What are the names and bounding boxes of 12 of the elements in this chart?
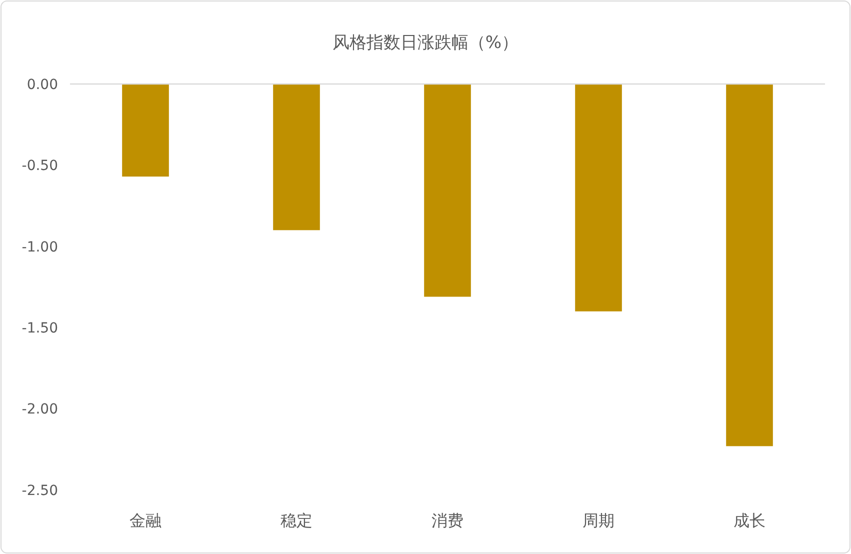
x-tick-label: 成长 [734,511,766,530]
x-tick-label: 周期 [582,511,614,530]
y-tick-label: 0.00 [26,76,58,93]
y-tick-label: -0.50 [22,158,58,174]
x-tick-label: 金融 [130,511,162,530]
y-tick-label: -1.00 [22,239,58,256]
x-tick-label: 稳定 [280,511,312,530]
y-tick-label: -1.50 [22,320,58,336]
y-tick-label: -2.50 [22,482,58,499]
x-tick-label: 消费 [432,511,464,530]
y-tick-label: -2.00 [22,402,58,418]
chart-title: 风格指数日涨跌幅（%） [332,33,519,53]
